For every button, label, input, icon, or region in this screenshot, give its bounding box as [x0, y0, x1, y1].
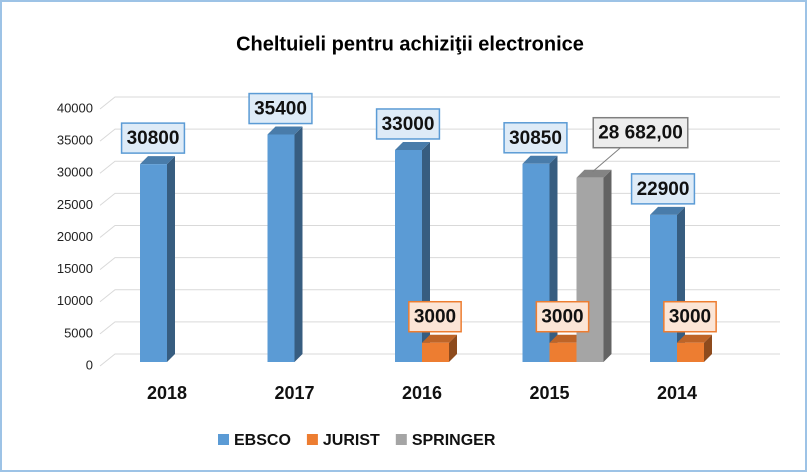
- bar-side: [294, 126, 303, 363]
- grid-line: [99, 225, 780, 238]
- data-label-box: 30850: [503, 122, 568, 154]
- legend-label: EBSCO: [234, 432, 291, 449]
- grid-line: [99, 160, 780, 174]
- x-tick-label: 2018: [147, 383, 187, 403]
- data-label: 22900: [637, 179, 690, 200]
- bar: [677, 334, 712, 362]
- bar-front: [650, 214, 677, 362]
- legend-label: SPRINGER: [412, 432, 496, 449]
- data-label-box: 35400: [248, 92, 313, 125]
- bar: [422, 334, 457, 362]
- bar: [140, 156, 175, 362]
- bar-top: [650, 206, 685, 215]
- y-tick-label: 20000: [57, 229, 93, 244]
- legend-swatch: [395, 434, 407, 445]
- bar-top: [549, 334, 585, 343]
- grid-line: [99, 257, 780, 271]
- x-tick-label: 2015: [529, 383, 569, 403]
- grid-line: [99, 96, 780, 110]
- legend-label: JURIST: [323, 432, 380, 449]
- bar: [650, 206, 685, 362]
- y-tick-label: 15000: [57, 261, 93, 276]
- y-tick-label: 40000: [57, 100, 93, 115]
- bar-front: [576, 177, 604, 362]
- bar: [267, 126, 303, 363]
- data-label-bg: [535, 300, 590, 333]
- data-label-bg: [248, 92, 313, 125]
- bar-front: [140, 164, 167, 362]
- data-label: 35400: [254, 99, 307, 120]
- x-tick-label: 2017: [274, 383, 314, 403]
- bar-side: [167, 156, 175, 362]
- bar-top: [140, 156, 175, 165]
- data-label-bg: [120, 122, 186, 154]
- grid-line: [99, 289, 780, 303]
- data-label-bg: [375, 108, 441, 140]
- data-label-box: 3000: [535, 300, 590, 333]
- data-label-box: 28 682,00: [592, 116, 689, 149]
- data-label-bg: [630, 173, 696, 205]
- data-label: 3000: [414, 307, 456, 328]
- data-label: 28 682,00: [598, 123, 683, 144]
- y-tick-label: 25000: [57, 197, 93, 212]
- data-label: 33000: [382, 114, 435, 135]
- y-tick-label: 5000: [64, 325, 93, 340]
- bar: [576, 169, 612, 362]
- y-tick-label: 0: [86, 357, 93, 372]
- data-label-box: 30800: [120, 122, 186, 154]
- legend-swatch: [218, 434, 229, 445]
- y-tick-label: 35000: [57, 133, 93, 148]
- data-label-box: 3000: [408, 300, 462, 333]
- chart-title: Cheltuieli pentru achiziţii electronice: [236, 33, 584, 55]
- bar-top: [267, 126, 303, 135]
- bar-front: [422, 342, 449, 362]
- bar-top: [576, 169, 612, 178]
- bar-side: [449, 334, 457, 362]
- y-tick-label: 30000: [57, 165, 93, 180]
- bar-front: [549, 342, 577, 362]
- bar-top: [422, 334, 457, 343]
- leader-line: [592, 147, 621, 173]
- data-label-bg: [592, 116, 689, 149]
- x-tick-label: 2014: [657, 383, 697, 403]
- data-label: 3000: [669, 307, 711, 328]
- data-label: 30800: [127, 128, 180, 149]
- data-label: 3000: [541, 307, 583, 328]
- data-label-box: 33000: [375, 108, 441, 140]
- bar-side: [704, 334, 712, 362]
- y-tick-label: 10000: [57, 293, 93, 308]
- bar-side: [603, 169, 612, 362]
- bar-top: [395, 141, 430, 150]
- data-label-box: 3000: [663, 300, 717, 333]
- legend-swatch: [306, 434, 318, 445]
- grid-line: [99, 192, 780, 206]
- bar-top: [522, 155, 558, 164]
- data-label: 30850: [509, 128, 562, 149]
- data-label-box: 22900: [630, 173, 696, 205]
- bar-front: [267, 134, 295, 362]
- bar-top: [677, 334, 712, 343]
- bar-front: [677, 342, 704, 362]
- data-label-bg: [663, 300, 717, 333]
- data-label-bg: [503, 122, 568, 154]
- data-label-bg: [408, 300, 462, 333]
- x-tick-label: 2016: [402, 383, 442, 403]
